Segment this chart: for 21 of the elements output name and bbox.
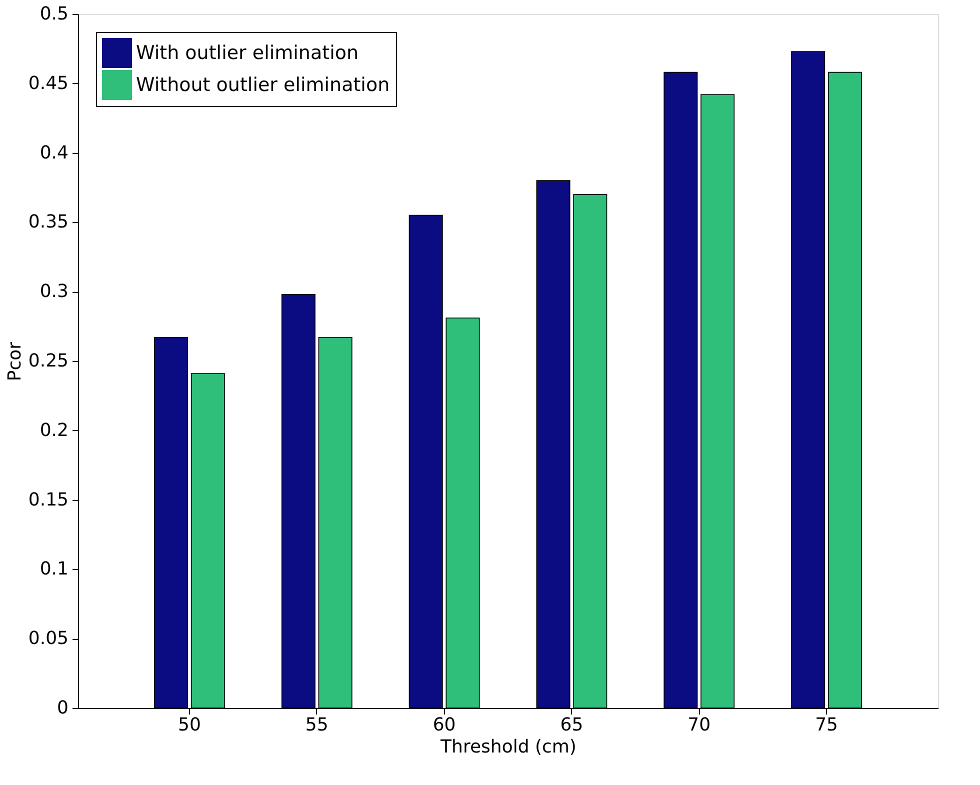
y-tick-label: 0.45: [28, 72, 68, 94]
y-tick-label: 0.1: [40, 558, 68, 580]
y-tick-label: 0.05: [28, 628, 68, 650]
legend-label: Without outlier elimination: [136, 74, 390, 96]
y-tick-label: 0.5: [40, 4, 68, 24]
y-tick-label: 0.4: [40, 142, 68, 164]
x-tick-label: 55: [305, 714, 328, 736]
x-tick-label: 50: [178, 714, 201, 736]
x-tick-label: 75: [815, 714, 838, 736]
x-tick-label: 65: [560, 714, 584, 736]
x-axis-title: Threshold (cm): [440, 736, 576, 758]
y-axis-title: Pcor: [4, 341, 26, 382]
y-tick-label: 0.25: [28, 350, 68, 372]
y-tick-label: 0.35: [28, 212, 68, 233]
y-tick-label: 0.2: [40, 420, 68, 441]
y-tick-label: 0.15: [28, 489, 68, 510]
x-tick-label: 70: [688, 714, 711, 736]
x-tick-label: 60: [432, 714, 456, 736]
y-tick-label: 0.3: [40, 281, 68, 302]
legend-label: With outlier elimination: [136, 42, 359, 64]
y-tick-label: 0: [57, 698, 68, 718]
